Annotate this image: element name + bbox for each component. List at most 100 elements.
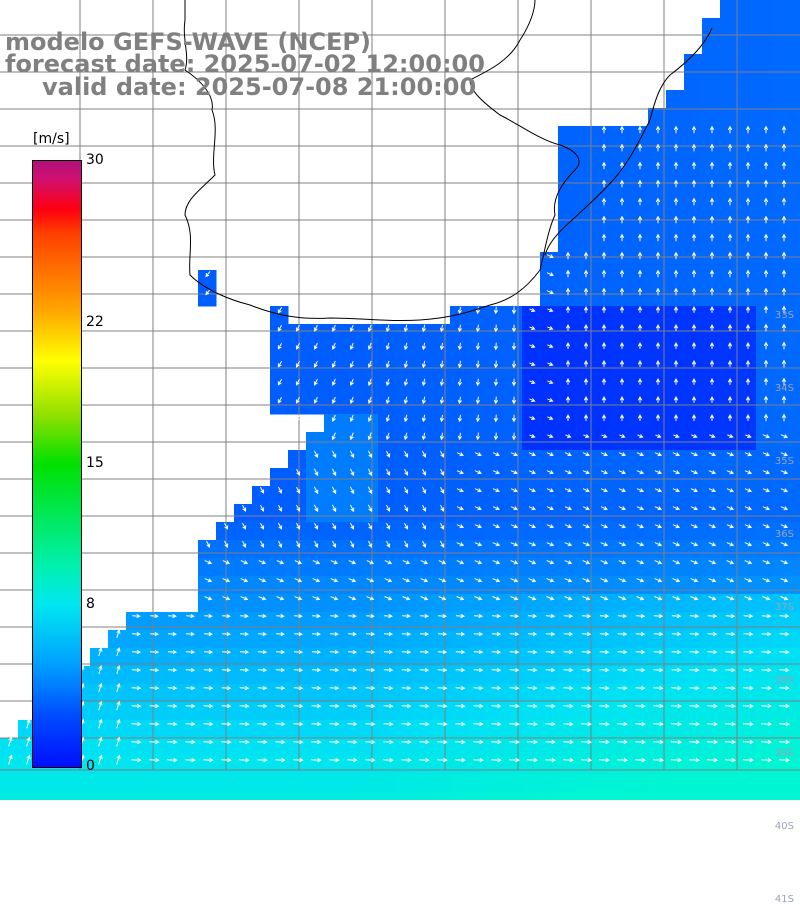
wind-arrow (492, 524, 501, 529)
wind-arrow (601, 125, 607, 134)
wind-speed-cell (324, 522, 343, 541)
wind-speed-cell (576, 324, 595, 343)
wind-arrow (635, 739, 646, 745)
wind-speed-cell (756, 54, 775, 73)
wind-arrow (419, 649, 430, 655)
wind-arrow (763, 161, 769, 170)
wind-speed-cell (612, 198, 631, 217)
wind-speed-cell (738, 504, 757, 523)
wind-arrow (725, 649, 736, 655)
wind-speed-cell (756, 522, 775, 541)
wind-arrow (673, 161, 679, 170)
wind-arrow (673, 324, 679, 331)
wind-speed-cell (522, 630, 541, 649)
wind-arrow (637, 414, 643, 421)
wind-arrow (564, 524, 573, 529)
legend-tick-label: 8 (86, 596, 95, 613)
wind-speed-cell (792, 126, 800, 145)
wind-arrow (240, 631, 249, 637)
wind-speed-cell (504, 522, 523, 541)
wind-speed-cell (216, 558, 235, 577)
wind-speed-cell (288, 342, 307, 361)
wind-speed-cell (630, 774, 649, 793)
wind-speed-cell (216, 594, 235, 613)
wind-speed-cell (702, 90, 721, 109)
wind-arrow (581, 667, 592, 673)
wind-speed-cell (504, 486, 523, 505)
wind-speed-cell (432, 342, 451, 361)
wind-arrow (203, 649, 214, 655)
wind-arrow (329, 649, 340, 655)
wind-speed-cell (684, 72, 703, 91)
wind-arrow (618, 506, 627, 511)
wind-arrow (744, 488, 753, 493)
wind-arrow (691, 179, 697, 188)
wind-speed-cell (576, 504, 595, 523)
wind-speed-cell (684, 720, 703, 739)
wind-speed-cell (306, 594, 325, 613)
wind-speed-cell (720, 0, 739, 19)
wind-arrow (365, 631, 376, 637)
wind-arrow (457, 432, 462, 441)
wind-arrow (313, 342, 318, 350)
wind-arrow (545, 721, 556, 727)
wind-speed-cell (432, 504, 451, 523)
wind-arrow (419, 667, 430, 673)
wind-speed-cell (594, 126, 613, 145)
wind-speed-cell (720, 756, 739, 775)
wind-arrow (330, 631, 339, 637)
wind-arrow (332, 522, 337, 530)
wind-arrow (672, 560, 681, 565)
wind-speed-cell (540, 486, 559, 505)
wind-speed-cell (504, 450, 523, 469)
wind-arrow (438, 560, 447, 565)
wind-speed-cell (684, 288, 703, 307)
wind-speed-cell (504, 612, 523, 631)
wind-speed-cell (414, 342, 433, 361)
wind-arrow (329, 721, 340, 727)
wind-arrow (708, 488, 717, 493)
wind-speed-cell (738, 720, 757, 739)
wind-arrow (260, 504, 265, 512)
wind-speed-cell (774, 324, 793, 343)
wind-arrow (673, 125, 679, 134)
wind-arrow (455, 739, 466, 745)
latitude-label: 39S (774, 748, 794, 759)
wind-speed-cell (666, 504, 685, 523)
wind-arrow (456, 542, 465, 547)
wind-arrow (493, 342, 499, 351)
wind-speed-cell (666, 576, 685, 595)
wind-arrow (457, 396, 462, 405)
wind-speed-cell (504, 468, 523, 487)
wind-arrow (311, 757, 322, 763)
wind-arrow (385, 342, 390, 351)
wind-speed-cell (270, 468, 289, 487)
wind-arrow (277, 360, 283, 368)
wind-speed-cell (648, 378, 667, 397)
wind-speed-cell (594, 720, 613, 739)
wind-speed-cell (792, 360, 800, 379)
wind-speed-cell (702, 36, 721, 55)
wind-arrow (762, 524, 771, 529)
wind-speed-cell (792, 630, 800, 649)
wind-speed-cell (594, 378, 613, 397)
wind-arrow (474, 470, 482, 475)
wind-speed-cell (540, 414, 559, 433)
wind-speed-cell (792, 432, 800, 451)
wind-arrow (295, 378, 300, 386)
wind-arrow (527, 703, 538, 709)
wind-arrow (529, 326, 536, 330)
wind-arrow (26, 754, 31, 765)
wind-speed-cell (522, 702, 541, 721)
wind-speed-cell (162, 630, 181, 649)
wind-arrow (618, 452, 627, 457)
wind-speed-cell (504, 702, 523, 721)
wind-arrow (257, 667, 268, 673)
wind-speed-cell (432, 684, 451, 703)
wind-arrow (386, 450, 391, 458)
wind-speed-cell (630, 540, 649, 559)
wind-speed-cell (486, 738, 505, 757)
wind-speed-cell (414, 738, 433, 757)
wind-speed-cell (738, 432, 757, 451)
wind-arrow (599, 667, 610, 673)
